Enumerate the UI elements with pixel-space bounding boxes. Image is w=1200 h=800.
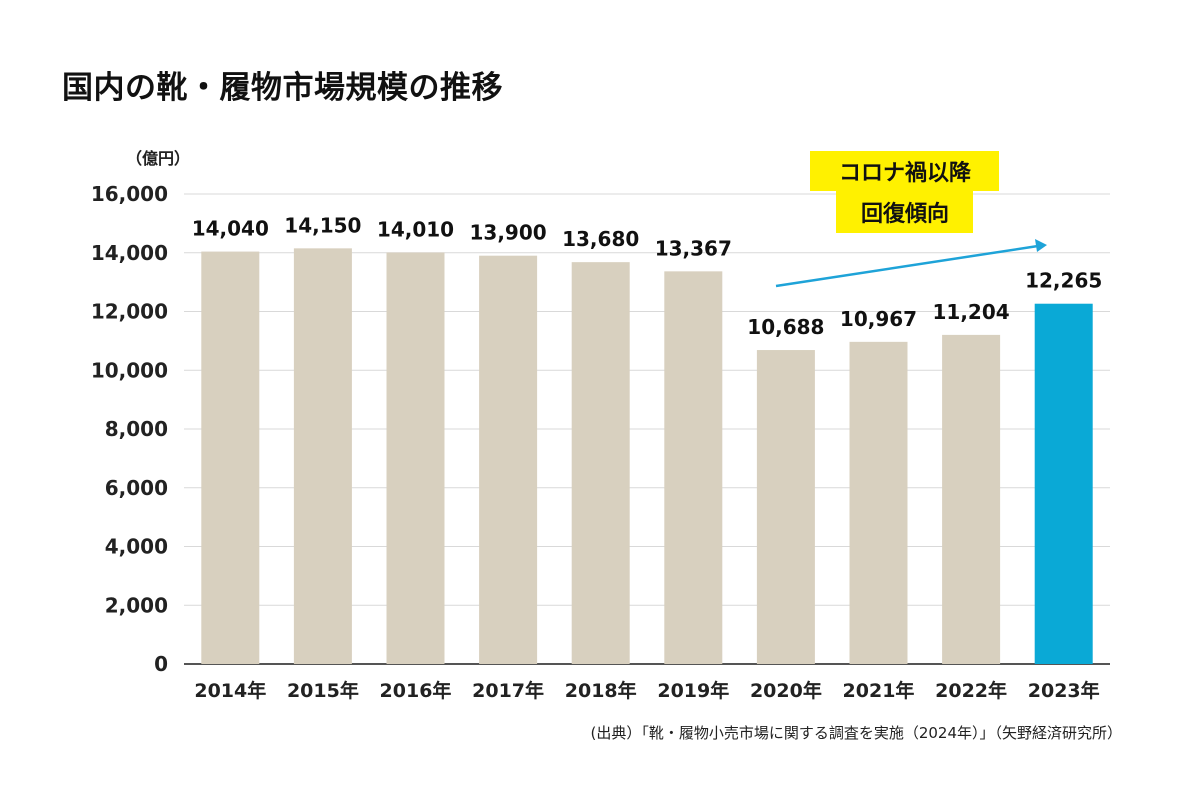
data-label: 14,040 [192,217,269,241]
data-label: 10,688 [747,315,824,339]
bar-2019 [664,271,723,664]
bar-2015 [293,248,352,664]
data-label: 14,150 [284,213,361,237]
bar-2017 [479,255,538,664]
callout-line-1: コロナ禍以降 [839,161,972,186]
y-tick-label: 6,000 [105,476,168,500]
x-tick-label: 2015年 [287,679,359,702]
y-tick-label: 2,000 [105,593,168,617]
x-tick-label: 2014年 [194,679,266,702]
callout-box: コロナ禍以降 回復傾向 [810,151,999,233]
data-label: 13,680 [562,227,639,251]
data-label: 13,900 [470,221,547,245]
x-tick-label: 2023年 [1028,679,1100,702]
data-label: 12,265 [1025,269,1102,293]
data-label: 14,010 [377,217,454,241]
bar-2021 [849,341,908,664]
y-tick-label: 0 [154,652,168,676]
bars [201,248,1093,665]
x-axis-ticks: 2014年 2015年 2016年 2017年 2018年 2019年 2020年 2021年… [194,679,1099,702]
bar-2020 [756,350,815,664]
bar-2018 [571,262,630,664]
trend-arrow [775,239,1047,288]
data-label: 10,967 [840,307,917,331]
y-tick-label: 10,000 [91,358,168,382]
callout-line-2: 回復傾向 [861,201,949,227]
x-tick-label: 2021年 [843,679,915,702]
data-label: 13,367 [655,236,732,260]
x-tick-label: 2019年 [657,679,729,702]
bar-2023 [1034,303,1093,664]
bar-2022 [942,334,1001,664]
y-tick-label: 14,000 [91,241,168,265]
y-tick-label: 4,000 [105,535,168,559]
y-tick-label: 12,000 [91,300,168,324]
chart-title: 国内の靴・履物市場規模の推移 [62,70,503,106]
source-note: (出典）「靴・履物小売市場に関する調査を実施（2024年）」（矢野経済研究所） [590,724,1122,742]
y-tick-label: 8,000 [105,417,168,441]
y-axis-ticks: 0 2,000 4,000 6,000 8,000 10,000 12,000 14,000 1… [91,182,168,676]
x-tick-label: 2018年 [565,679,637,702]
x-tick-label: 2017年 [472,679,544,702]
data-labels: 14,040 14,150 14,010 13,900 13,680 13,367 10,6… [192,213,1103,339]
y-axis-unit-label: （億円） [126,149,190,168]
x-tick-label: 2016年 [380,679,452,702]
data-label: 11,204 [933,300,1010,324]
x-tick-label: 2022年 [935,679,1007,702]
bar-2016 [386,252,445,665]
x-tick-label: 2020年 [750,679,822,702]
bar-2014 [201,251,260,664]
y-tick-label: 16,000 [91,182,168,206]
